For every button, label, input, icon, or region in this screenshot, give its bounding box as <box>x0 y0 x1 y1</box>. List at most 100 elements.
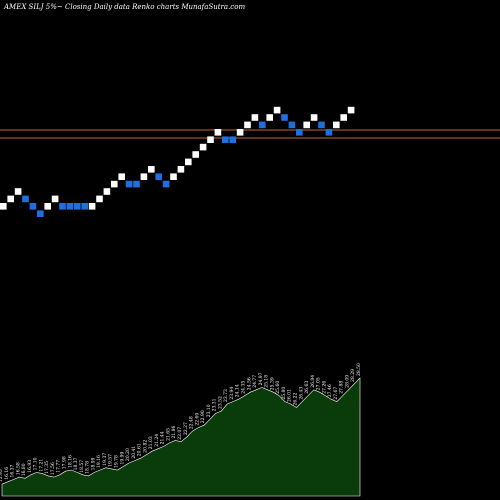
renko-brick-up <box>192 151 199 158</box>
volume-value-label: 19.16 <box>96 455 102 468</box>
volume-value-label: 27.26 <box>321 381 327 394</box>
volume-value-label: 25.18 <box>264 375 270 388</box>
renko-brick-down <box>59 203 66 210</box>
volume-value-label: 22.90 <box>200 410 206 423</box>
renko-brick-down <box>22 195 29 203</box>
volume-value-label: 20.82 <box>142 440 148 453</box>
volume-value-label: 28.09 <box>345 375 351 388</box>
renko-brick-up <box>96 195 103 203</box>
volume-value-label: 17.56 <box>50 462 56 475</box>
volume-value-label: 20.41 <box>131 446 137 459</box>
volume-value-label: 18.78 <box>85 461 91 474</box>
renko-bricks <box>0 106 355 217</box>
renko-brick-up <box>251 114 259 121</box>
renko-brick-down <box>222 136 229 143</box>
renko-brick-up <box>44 203 51 210</box>
renko-brick-up <box>347 106 355 114</box>
renko-brick-up <box>273 106 281 114</box>
volume-value-label: 18.99 <box>90 457 96 470</box>
volume-value-label: 26.84 <box>310 375 316 388</box>
volume-value-label: 27.05 <box>316 377 322 390</box>
volume-value-label: 21.03 <box>148 436 154 449</box>
renko-brick-up <box>14 188 22 195</box>
renko-brick-down <box>74 203 81 210</box>
volume-value-label: 18.16 <box>67 455 73 468</box>
renko-brick-up <box>207 136 214 143</box>
renko-brick-down <box>281 114 288 121</box>
reference-lines <box>0 129 500 139</box>
volume-value-label: 25.80 <box>281 387 287 400</box>
chart-header: AMEX SILJ 5%~ Closing Daily data Renko c… <box>3 3 245 11</box>
volume-value-label: 19.37 <box>102 453 108 466</box>
volume-value-label: 16.80 <box>21 463 27 476</box>
volume-value-label: 28.50 <box>356 363 362 376</box>
volume-value-label: 19.78 <box>114 455 120 468</box>
volume-value-label: 24.97 <box>258 372 264 385</box>
volume-value-label: 23.31 <box>212 398 218 411</box>
volume-value-label: 23.94 <box>229 387 235 400</box>
volume-value-label: 17.10 <box>33 457 39 470</box>
volume-value-label: 24.14 <box>235 384 241 397</box>
volume-value-label: 18.57 <box>79 460 85 473</box>
volume-value-label: 27.67 <box>333 387 339 400</box>
volume-area <box>1 377 361 497</box>
volume-value-label: 26.43 <box>298 387 304 400</box>
volume-value-label: 26.22 <box>293 392 299 405</box>
renko-brick-up <box>88 203 96 210</box>
renko-brick-down <box>125 180 133 188</box>
renko-brick-up <box>340 114 347 121</box>
renko-brick-down <box>288 121 296 129</box>
volume-value-label: 21.24 <box>154 434 160 447</box>
renko-brick-down <box>229 136 236 143</box>
volume-value-label: 22.69 <box>194 413 200 426</box>
volume-value-label: 15.95 <box>0 469 4 482</box>
volume-value-label: 26.63 <box>304 381 310 394</box>
renko-brick-up <box>310 114 318 121</box>
renko-brick-up <box>214 129 222 136</box>
renko-brick-up <box>170 173 177 180</box>
volume-value-label: 19.99 <box>119 451 125 464</box>
volume-value-label: 23.10 <box>206 404 212 417</box>
volume-value-label: 25.60 <box>275 381 281 394</box>
volume-value-label: 16.93 <box>27 460 33 473</box>
volume-value-label: 23.73 <box>223 389 229 402</box>
renko-brick-up <box>51 195 59 203</box>
volume-value-label: 24.77 <box>252 375 258 388</box>
renko-brick-up <box>118 173 125 180</box>
volume-value-label: 17.35 <box>44 461 50 474</box>
volume-value-label: 23.52 <box>217 396 223 409</box>
renko-brick-down <box>37 210 44 217</box>
renko-brick-up <box>111 180 118 188</box>
volume-value-label: 17.77 <box>56 460 62 473</box>
renko-brick-up <box>199 143 207 151</box>
volume-value-label: 22.27 <box>183 422 189 435</box>
renko-brick-down <box>325 129 333 136</box>
renko-brick-down <box>155 173 162 180</box>
volume-value-label: 20.61 <box>137 443 143 456</box>
renko-brick-up <box>0 203 7 210</box>
volume-value-label: 16.58 <box>15 462 21 475</box>
volume-value-label: 21.65 <box>166 428 172 441</box>
renko-brick-up <box>303 121 310 129</box>
volume-panel: 15.95 16.16 16.37 16.58 16.80 16.93 17.10 17.21… <box>0 363 362 497</box>
renko-brick-down <box>29 203 37 210</box>
volume-value-label: 19.57 <box>108 454 114 467</box>
renko-brick-down <box>162 180 170 188</box>
renko-brick-down <box>66 203 74 210</box>
volume-value-label: 24.56 <box>246 377 252 390</box>
renko-brick-up <box>333 121 340 129</box>
renko-brick-up <box>266 114 273 121</box>
volume-value-label: 22.07 <box>177 427 183 440</box>
renko-brick-down <box>133 180 140 188</box>
renko-brick-down <box>296 129 303 136</box>
volume-value-label: 21.86 <box>171 425 177 438</box>
volume-value-label: 21.44 <box>160 431 166 444</box>
renko-brick-up <box>140 173 148 180</box>
renko-brick-up <box>185 158 192 166</box>
volume-value-label: 25.39 <box>269 377 275 390</box>
volume-value-label: 17.98 <box>62 456 68 469</box>
volume-value-label: 20.20 <box>125 448 131 461</box>
renko-brick-up <box>148 166 155 173</box>
